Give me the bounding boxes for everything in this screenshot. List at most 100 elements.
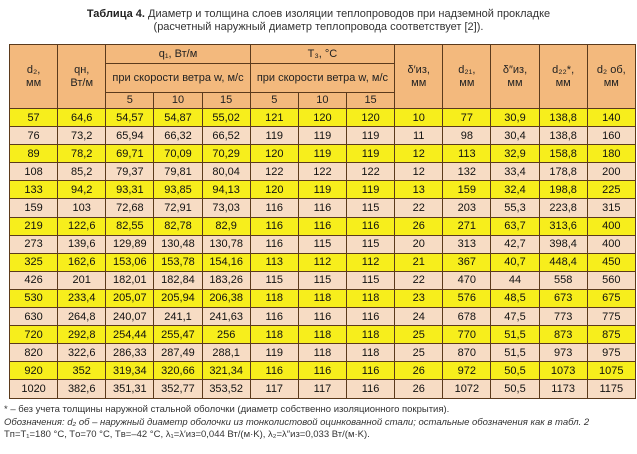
table-cell: 153,06	[105, 252, 155, 272]
table-cell: 116	[345, 307, 396, 327]
table-cell: 115	[345, 270, 396, 290]
table-cell: 273	[8, 234, 59, 254]
table-cell: 26	[394, 361, 444, 381]
table-cell: 138,8	[538, 107, 588, 128]
table-cell: 972	[442, 361, 492, 381]
table-cell: 40,7	[490, 252, 540, 272]
table-cell: 448,4	[538, 252, 588, 272]
table-cell: 159	[8, 198, 59, 218]
table-cell: 117	[249, 379, 299, 399]
table-cell: 93,85	[153, 180, 203, 200]
header-d21: d₂₁, мм	[442, 44, 492, 109]
table-cell: 85,2	[57, 162, 107, 182]
header-d2ob: d₂ об, мм	[586, 44, 636, 109]
header-speed: 5	[105, 92, 155, 109]
table-row: 89 78,2 69,71 70,09 70,29 120 119 119 12 113 32,9 1…	[8, 144, 636, 164]
table-cell: 118	[297, 288, 348, 309]
table-cell: 973	[538, 343, 588, 363]
table-cell: 32,9	[490, 144, 540, 164]
table-cell: 30,9	[490, 107, 540, 128]
table-cell: 720	[8, 325, 59, 345]
table-cell: 530	[8, 288, 59, 309]
table-cell: 470	[442, 270, 492, 290]
table-cell: 975	[586, 343, 636, 363]
caption-text-2: (расчетный наружный диаметр теплопровода…	[153, 21, 484, 33]
table-cell: 398,4	[538, 234, 588, 254]
table-cell: 47,5	[490, 307, 540, 327]
table-cell: 122	[345, 162, 396, 182]
table-cell: 1020	[8, 379, 59, 399]
table-cell: 115	[297, 270, 348, 290]
table-cell: 26	[394, 216, 444, 236]
table-cell: 1173	[538, 379, 588, 399]
table-cell: 450	[586, 252, 636, 272]
table-cell: 200	[586, 162, 636, 182]
table-cell: 116	[345, 379, 396, 399]
table-row: 159 103 72,68 72,91 73,03 116 116 115 22 203 55,3 2…	[8, 198, 636, 218]
table-cell: 223,8	[538, 198, 588, 218]
table-cell: 25	[394, 325, 444, 345]
table-cell: 203	[442, 198, 492, 218]
table-cell: 72,68	[105, 198, 155, 218]
table-row: 57 64,6 54,57 54,87 55,02 121 120 120 10 77 30,9 13…	[8, 107, 636, 128]
table-cell: 116	[297, 198, 348, 218]
table-cell: 675	[586, 288, 636, 309]
table-cell: 77	[442, 107, 492, 128]
table-cell: 119	[297, 126, 348, 146]
table-cell: 320,66	[153, 361, 203, 381]
table-cell: 116	[345, 361, 396, 381]
table-cell: 117	[297, 379, 348, 399]
table-cell: 21	[394, 252, 444, 272]
table-cell: 219	[8, 216, 59, 236]
table-cell: 55,02	[201, 107, 251, 128]
table-cell: 159	[442, 180, 492, 200]
table-cell: 72,91	[153, 198, 203, 218]
table-row: 133 94,2 93,31 93,85 94,13 120 119 119 13 159 32,4…	[8, 180, 636, 200]
table-row: 108 85,2 79,37 79,81 80,04 122 122 122 12 132 33,4…	[8, 162, 636, 182]
table-cell: 50,5	[490, 361, 540, 381]
table-cell: 64,6	[57, 107, 107, 128]
table-cell: 353,52	[201, 379, 251, 399]
table-cell: 875	[586, 325, 636, 345]
table-cell: 129,89	[105, 234, 155, 254]
table-cell: 82,9	[201, 216, 251, 236]
table-cell: 382,6	[57, 379, 107, 399]
table-cell: 225	[586, 180, 636, 200]
table-cell: 773	[538, 307, 588, 327]
header-qn: qн, Вт/м	[57, 44, 107, 109]
table-cell: 118	[249, 325, 299, 345]
table-cell: 160	[586, 126, 636, 146]
table-row: 76 73,2 65,94 66,32 66,52 119 119 119 11 98 30,4 13…	[8, 126, 636, 146]
table-cell: 873	[538, 325, 588, 345]
header-wind-q1: при скорости ветра w, м/с	[105, 63, 251, 93]
header-speed: 10	[297, 92, 348, 109]
table-cell: 255,47	[153, 325, 203, 345]
table-cell: 116	[249, 307, 299, 327]
table-cell: 30,4	[490, 126, 540, 146]
table-cell: 154,16	[201, 252, 251, 272]
table-cell: 82,55	[105, 216, 155, 236]
table-row: 273 139,6 129,89 130,48 130,78 116 115 115 20 313…	[8, 234, 636, 254]
table-cell: 11	[394, 126, 444, 146]
table-cell: 1175	[586, 379, 636, 399]
table-cell: 1075	[586, 361, 636, 381]
table-cell: 558	[538, 270, 588, 290]
table-cell: 94,2	[57, 180, 107, 200]
table-cell: 42,7	[490, 234, 540, 254]
table-row: 530 233,4 205,07 205,94 206,38 118 118 118 23 576…	[8, 288, 636, 309]
table-caption: Таблица 4. Диаметр и толщина слоев изоля…	[0, 8, 637, 34]
table-cell: 82,78	[153, 216, 203, 236]
table-cell: 313,6	[538, 216, 588, 236]
table-cell: 73,03	[201, 198, 251, 218]
table-cell: 122,6	[57, 216, 107, 236]
table-cell: 241,1	[153, 307, 203, 327]
table-cell: 78,2	[57, 144, 107, 164]
table-row: 920 352 319,34 320,66 321,34 116 116 116 26 972 50…	[8, 361, 636, 381]
table-cell: 10	[394, 107, 444, 128]
table-cell: 116	[297, 307, 348, 327]
table-cell: 26	[394, 379, 444, 399]
table-cell: 66,32	[153, 126, 203, 146]
table-cell: 112	[345, 252, 396, 272]
table-cell: 55,3	[490, 198, 540, 218]
table-cell: 50,5	[490, 379, 540, 399]
